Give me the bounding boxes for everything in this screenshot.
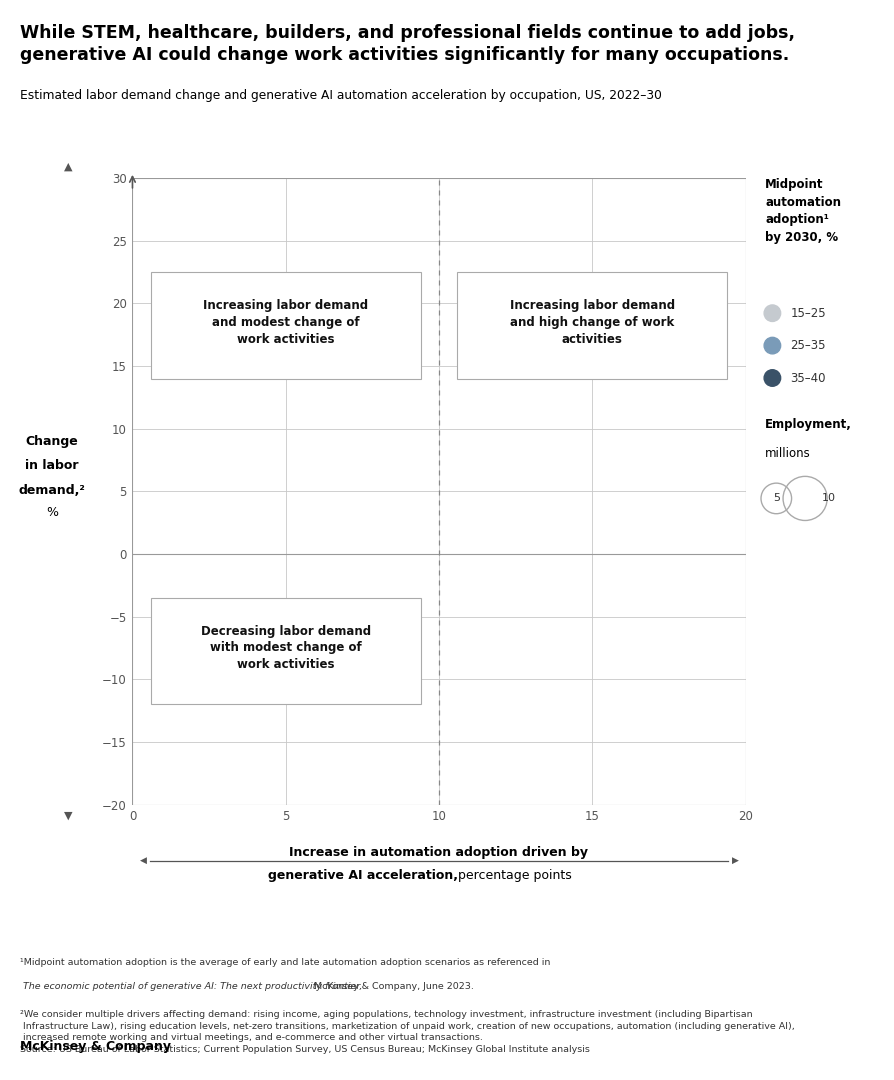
Text: ¹Midpoint automation adoption is the average of early and late automation adopti: ¹Midpoint automation adoption is the ave…: [20, 958, 552, 967]
Text: ▶: ▶: [730, 856, 738, 865]
Circle shape: [763, 305, 780, 322]
Text: McKinsey & Company: McKinsey & Company: [20, 1040, 171, 1053]
Text: percentage points: percentage points: [458, 869, 571, 882]
Circle shape: [763, 337, 780, 354]
Text: 10: 10: [822, 494, 835, 503]
Text: Employment,: Employment,: [764, 418, 851, 431]
Text: ▲: ▲: [63, 162, 72, 172]
Circle shape: [763, 369, 780, 387]
Text: Estimated labor demand change and generative AI automation acceleration by occup: Estimated labor demand change and genera…: [20, 89, 661, 102]
FancyBboxPatch shape: [151, 272, 420, 379]
Text: Increasing labor demand
and modest change of
work activities: Increasing labor demand and modest chang…: [203, 299, 367, 346]
Text: 15–25: 15–25: [789, 307, 825, 320]
FancyBboxPatch shape: [457, 272, 726, 379]
Text: ◀: ◀: [139, 856, 147, 865]
Text: Increase in automation adoption driven by: Increase in automation adoption driven b…: [289, 846, 588, 859]
Text: %: %: [46, 507, 58, 519]
Text: McKinsey & Company, June 2023.: McKinsey & Company, June 2023.: [20, 982, 473, 990]
Text: The economic potential of generative AI: The next productivity frontier,: The economic potential of generative AI:…: [20, 982, 362, 990]
Text: Midpoint
automation
adoption¹
by 2030, %: Midpoint automation adoption¹ by 2030, %: [764, 178, 840, 244]
Text: 35–40: 35–40: [789, 372, 825, 384]
Text: Change: Change: [26, 435, 78, 448]
Text: ▼: ▼: [63, 811, 72, 821]
Text: millions: millions: [764, 447, 810, 460]
Text: While STEM, healthcare, builders, and professional fields continue to add jobs,: While STEM, healthcare, builders, and pr…: [20, 24, 794, 42]
Text: generative AI acceleration,: generative AI acceleration,: [267, 869, 458, 882]
FancyBboxPatch shape: [151, 598, 420, 704]
Text: generative AI could change work activities significantly for many occupations.: generative AI could change work activiti…: [20, 46, 788, 65]
Text: demand,²: demand,²: [19, 484, 85, 497]
Text: Decreasing labor demand
with modest change of
work activities: Decreasing labor demand with modest chan…: [200, 624, 370, 672]
Text: Increasing labor demand
and high change of work
activities: Increasing labor demand and high change …: [510, 299, 674, 346]
Text: in labor: in labor: [25, 459, 79, 472]
Text: 5: 5: [772, 494, 779, 503]
Text: 25–35: 25–35: [789, 339, 825, 352]
Text: ²We consider multiple drivers affecting demand: rising income, aging populations: ²We consider multiple drivers affecting …: [20, 1010, 794, 1054]
